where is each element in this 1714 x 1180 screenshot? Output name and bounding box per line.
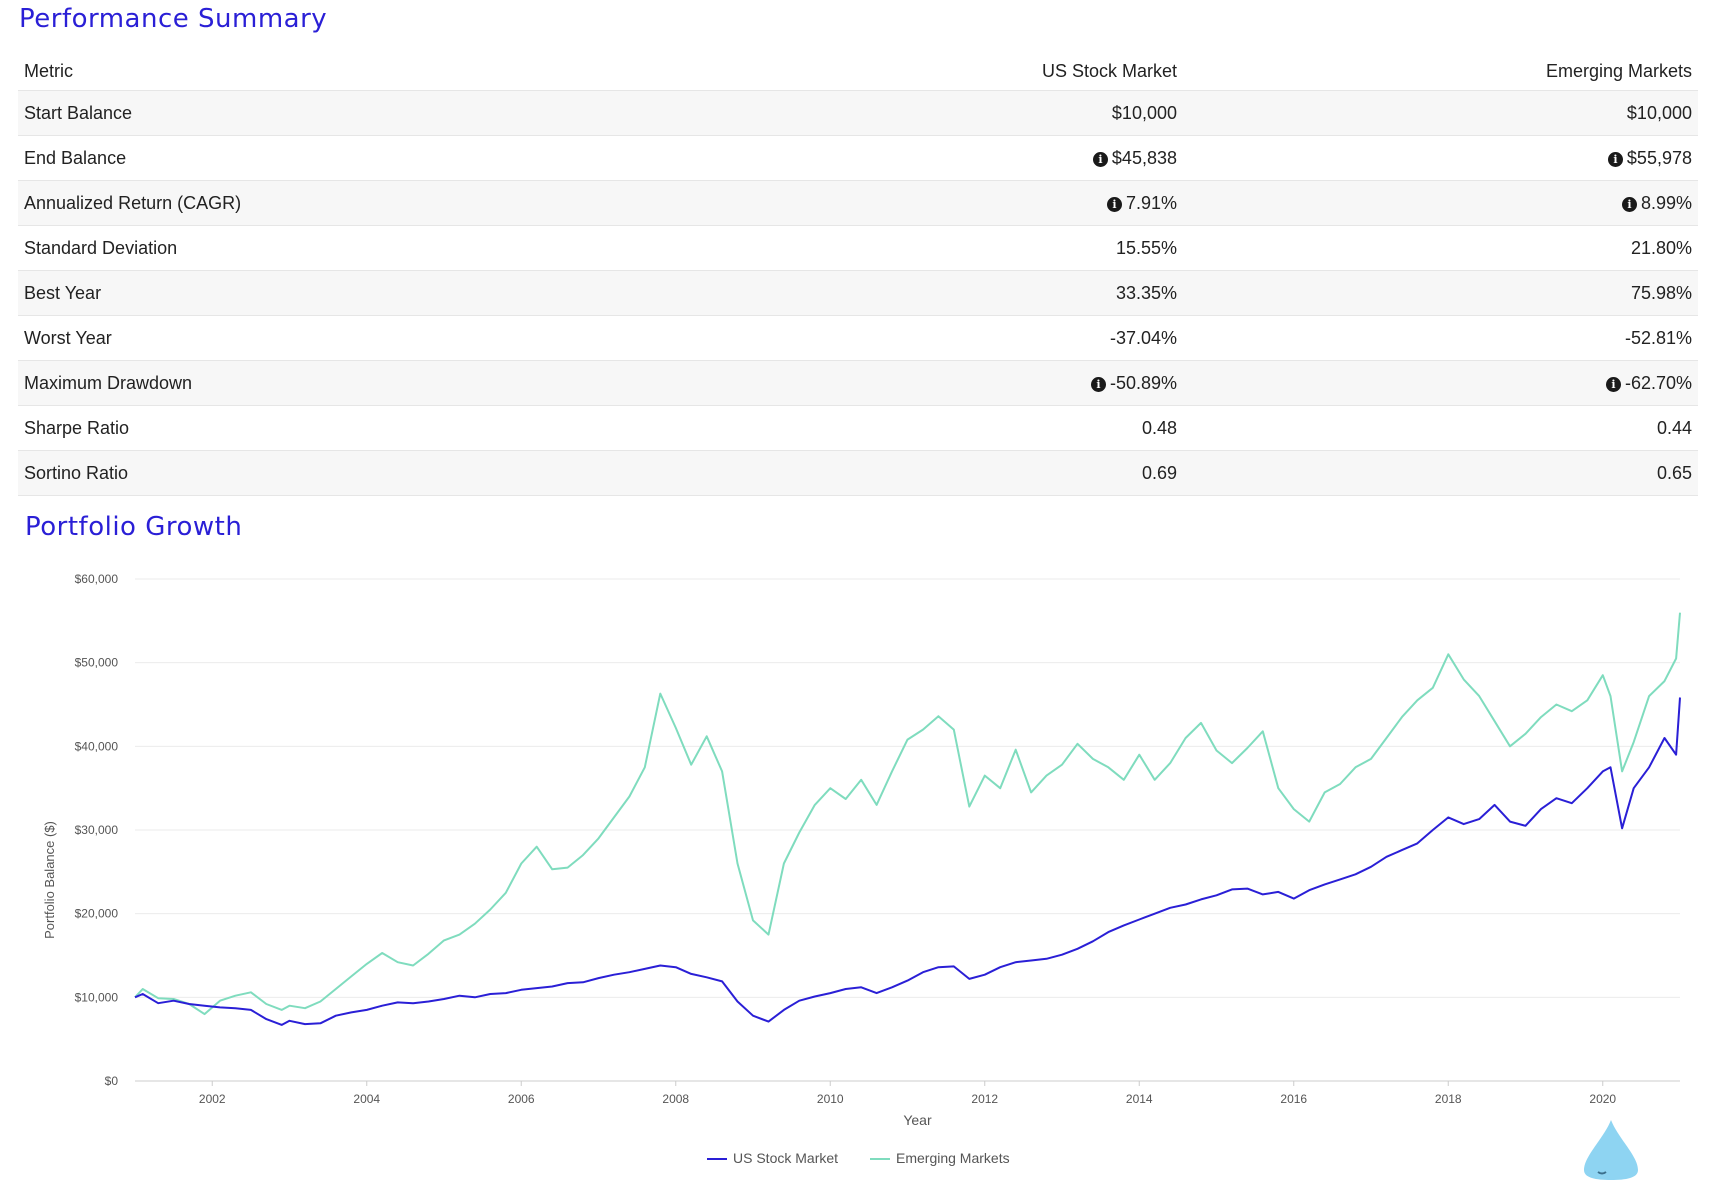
y-tick-label: $40,000	[75, 739, 119, 753]
value-text: 0.44	[1656, 417, 1692, 438]
us-stock-market-cell: 0.48	[853, 405, 1183, 451]
emerging-markets-cell: i $55,978	[1183, 135, 1698, 181]
metric-cell: Standard Deviation	[18, 225, 853, 271]
column-header-metric: Metric	[24, 60, 73, 81]
value-text: 0.65	[1656, 462, 1692, 483]
y-tick-label: $50,000	[75, 656, 119, 670]
emerging-markets-cell: 21.80%	[1183, 225, 1698, 271]
us-stock-market-cell: 15.55%	[853, 225, 1183, 271]
table-row: Best Year 33.35% 75.98%	[18, 270, 1698, 316]
table-row: Standard Deviation 15.55% 21.80%	[18, 225, 1698, 271]
performance-summary-title: Performance Summary	[19, 4, 328, 34]
performance-summary-table: Metric US Stock Market Emerging Markets …	[18, 52, 1698, 496]
x-tick-label: 2008	[662, 1092, 689, 1106]
value-text: -62.70%	[1624, 372, 1692, 393]
metric-cell: Worst Year	[18, 315, 853, 361]
value-text: 21.80%	[1630, 237, 1692, 258]
value-text: $55,978	[1626, 147, 1692, 168]
us-stock-market-cell: i 7.91%	[853, 180, 1183, 226]
water-drop-logo	[1584, 1120, 1638, 1180]
table-header-row: Metric US Stock Market Emerging Markets	[18, 52, 1698, 91]
portfolio-growth-title: Portfolio Growth	[25, 512, 243, 542]
portfolio-growth-chart: $0 $10,000 $20,000 $30,000 $40,000 $50,000 $60…	[42, 572, 1681, 1166]
y-tick-label: $0	[105, 1074, 119, 1088]
emerging-markets-cell: i 8.99%	[1183, 180, 1698, 226]
series-line-emerging-markets	[134, 612, 1681, 1016]
y-tick-label: $60,000	[75, 572, 119, 586]
legend-label: US Stock Market	[733, 1150, 838, 1166]
x-tick-label: 2020	[1589, 1092, 1616, 1106]
value-text: -50.89%	[1109, 372, 1177, 393]
emerging-markets-cell: i -62.70%	[1183, 360, 1698, 406]
info-icon[interactable]: i	[1106, 196, 1122, 212]
emerging-markets-cell: 0.44	[1183, 405, 1698, 451]
x-tick-label: 2002	[199, 1092, 226, 1106]
info-icon[interactable]: i	[1621, 196, 1637, 212]
value-text: $10,000	[1111, 102, 1177, 123]
x-tick-label: 2018	[1435, 1092, 1462, 1106]
metric-cell: Annualized Return (CAGR)	[18, 180, 853, 226]
table-row: Worst Year -37.04% -52.81%	[18, 315, 1698, 361]
value-text: 8.99%	[1640, 192, 1692, 213]
emerging-markets-cell: 0.65	[1183, 450, 1698, 496]
info-icon[interactable]: i	[1605, 376, 1621, 392]
table-row: Sharpe Ratio 0.48 0.44	[18, 405, 1698, 451]
metric-cell: End Balance	[18, 135, 853, 181]
value-text: 15.55%	[1115, 237, 1177, 258]
y-axis-label: Portfolio Balance ($)	[42, 821, 57, 939]
us-stock-market-cell: 33.35%	[853, 270, 1183, 316]
us-stock-market-cell: $10,000	[853, 90, 1183, 136]
y-tick-label: $10,000	[75, 990, 119, 1004]
table-row: End Balance i $45,838 i $55,978	[18, 135, 1698, 181]
info-icon[interactable]: i	[1607, 151, 1623, 167]
value-text: $10,000	[1626, 102, 1692, 123]
table-row: Maximum Drawdown i -50.89% i -62.70%	[18, 360, 1698, 406]
metric-cell: Sortino Ratio	[18, 450, 853, 496]
x-tick-label: 2010	[817, 1092, 844, 1106]
x-tick-label: 2016	[1280, 1092, 1307, 1106]
legend-label: Emerging Markets	[896, 1150, 1010, 1166]
info-icon[interactable]: i	[1092, 151, 1108, 167]
table-row: Sortino Ratio 0.69 0.65	[18, 450, 1698, 496]
value-text: -37.04%	[1109, 327, 1177, 348]
metric-cell: Sharpe Ratio	[18, 405, 853, 451]
us-stock-market-cell: 0.69	[853, 450, 1183, 496]
series-line-us-stock-market	[134, 697, 1681, 1026]
us-stock-market-cell: i $45,838	[853, 135, 1183, 181]
value-text: 33.35%	[1115, 282, 1177, 303]
table-row: Start Balance $10,000 $10,000	[18, 90, 1698, 136]
value-text: 0.69	[1141, 462, 1177, 483]
table-row: Annualized Return (CAGR) i 7.91% i 8.99%	[18, 180, 1698, 226]
x-tick-label: 2006	[508, 1092, 535, 1106]
metric-cell: Maximum Drawdown	[18, 360, 853, 406]
emerging-markets-cell: $10,000	[1183, 90, 1698, 136]
value-text: $45,838	[1111, 147, 1177, 168]
value-text: 0.48	[1141, 417, 1177, 438]
x-axis-label: Year	[903, 1112, 932, 1128]
metric-cell: Start Balance	[18, 90, 853, 136]
emerging-markets-cell: -52.81%	[1183, 315, 1698, 361]
column-header-us-stock-market: US Stock Market	[1041, 60, 1177, 81]
info-icon[interactable]: i	[1090, 376, 1106, 392]
y-tick-label: $30,000	[75, 823, 119, 837]
us-stock-market-cell: -37.04%	[853, 315, 1183, 361]
x-tick-label: 2012	[971, 1092, 998, 1106]
y-tick-label: $20,000	[75, 907, 119, 921]
value-text: -52.81%	[1624, 327, 1692, 348]
x-tick-label: 2014	[1126, 1092, 1153, 1106]
emerging-markets-cell: 75.98%	[1183, 270, 1698, 316]
value-text: 7.91%	[1125, 192, 1177, 213]
metric-cell: Best Year	[18, 270, 853, 316]
value-text: 75.98%	[1630, 282, 1692, 303]
column-header-emerging-markets: Emerging Markets	[1545, 60, 1692, 81]
x-tick-label: 2004	[353, 1092, 380, 1106]
us-stock-market-cell: i -50.89%	[853, 360, 1183, 406]
